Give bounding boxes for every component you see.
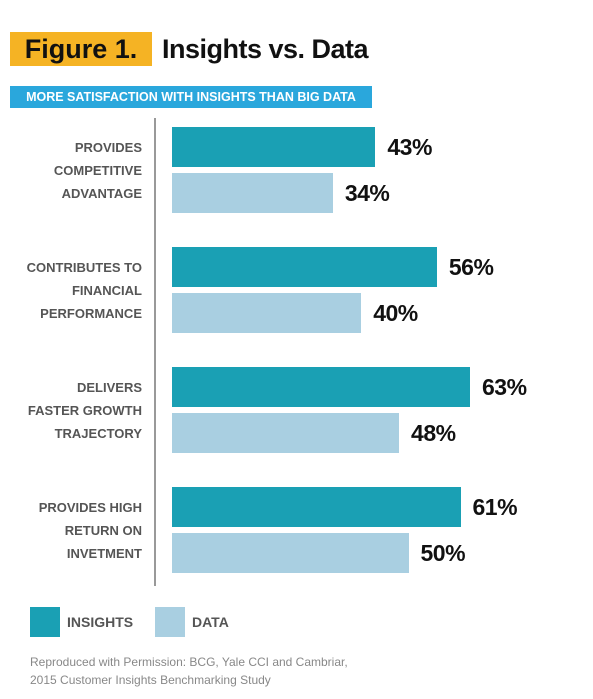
value-label: 43% <box>387 134 432 160</box>
value-label: 56% <box>448 254 494 280</box>
source-note: Reproduced with Permission: BCG, Yale CC… <box>30 655 348 669</box>
legend-swatch <box>30 607 60 637</box>
value-label: 63% <box>481 374 527 400</box>
category-label: CONTRIBUTES TO FINANCIAL PERFORMANCE <box>26 259 142 321</box>
value-label: 48% <box>411 420 456 446</box>
chart-subtitle: MORE SATISFACTION WITH INSIGHTS THAN BIG… <box>10 86 372 108</box>
category-label: PROVIDES COMPETITIVE ADVANTAGE <box>53 139 142 201</box>
bar <box>172 367 470 407</box>
legend-swatch <box>155 607 185 637</box>
value-label: 50% <box>420 540 466 566</box>
value-label: 61% <box>472 494 518 520</box>
value-label: 40% <box>373 300 418 326</box>
bar <box>172 247 437 287</box>
legend-label: INSIGHTS <box>67 614 134 630</box>
category-label: DELIVERS FASTER GROWTH TRAJECTORY <box>27 379 142 441</box>
figure-label: Figure 1. <box>10 32 152 66</box>
bar <box>172 173 333 213</box>
chart-title: Insights vs. Data <box>162 34 369 64</box>
bar <box>172 533 409 573</box>
category-label: PROVIDES HIGH RETURN ON INVETMENT <box>38 499 142 561</box>
bar <box>172 293 362 333</box>
bar <box>172 413 400 453</box>
bar <box>172 487 461 527</box>
legend-label: DATA <box>192 614 229 630</box>
axis-line <box>154 118 156 586</box>
value-label: 34% <box>344 180 390 206</box>
bar <box>172 127 376 167</box>
source-note: 2015 Customer Insights Benchmarking Stud… <box>30 673 271 687</box>
